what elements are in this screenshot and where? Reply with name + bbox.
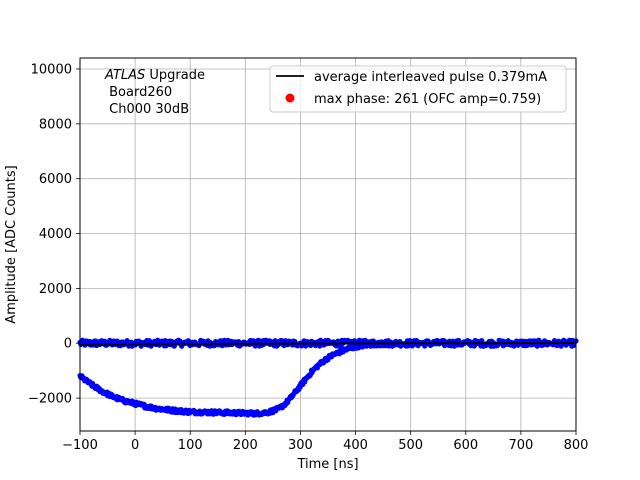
y-tick-label: 10000: [31, 62, 72, 77]
y-tick-label: 8000: [39, 117, 72, 132]
x-tick-label: 0: [131, 438, 139, 453]
x-tick-label: −100: [62, 438, 98, 453]
plot-frame: [79, 57, 577, 432]
annotation-italic: ATLAS: [104, 68, 145, 83]
annotation-line3: Ch000 30dB: [105, 102, 189, 117]
x-tick-label: 300: [288, 438, 313, 453]
x-axis-label: Time [ns]: [296, 457, 358, 472]
y-axis-label: Amplitude [ADC Counts]: [4, 165, 19, 323]
annotation-line2: Board260: [105, 85, 172, 100]
annotation-line1: Upgrade: [145, 68, 205, 83]
x-tick-label: 200: [233, 438, 258, 453]
x-tick-label: 600: [453, 438, 478, 453]
y-tick-label: 4000: [39, 227, 72, 242]
y-tick-label: −2000: [28, 392, 72, 407]
pulse-scatter: [77, 339, 391, 418]
x-tick-label: 700: [508, 438, 533, 453]
x-tick-label: 500: [398, 438, 423, 453]
legend-marker-swatch: [285, 93, 295, 103]
y-tick-label: 6000: [39, 172, 72, 187]
average-pulse-line: [79, 342, 577, 346]
atlas-annotation: ATLAS Upgrade Board260 Ch000 30dB: [104, 68, 205, 117]
legend-label-max-phase: max phase: 261 (OFC amp=0.759): [314, 92, 541, 107]
series-layer: [77, 337, 579, 418]
svg-text:ATLAS Upgrade: ATLAS Upgrade: [104, 68, 205, 83]
x-tick-label: 400: [343, 438, 368, 453]
x-tick-label: 100: [178, 438, 203, 453]
legend: average interleaved pulse 0.379mA max ph…: [269, 65, 567, 113]
legend-label-average-pulse: average interleaved pulse 0.379mA: [314, 70, 547, 85]
y-tick-label: 2000: [39, 282, 72, 297]
y-tick-label: 0: [64, 337, 72, 352]
ticks: −100 0 100 200 300 400 500 600 700 800 −2000 0 2000 4…: [28, 62, 588, 453]
x-tick-label: 800: [564, 438, 589, 453]
legend-box: [269, 65, 567, 113]
